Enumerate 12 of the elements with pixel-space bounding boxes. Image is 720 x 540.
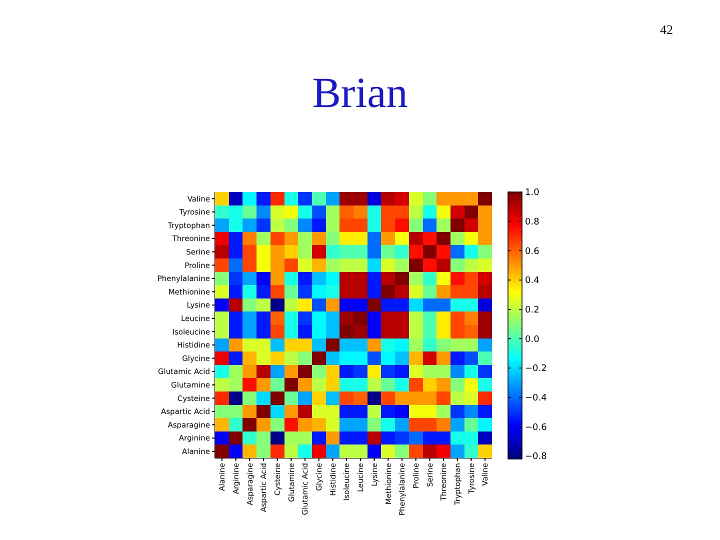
chart-title: Brian [312, 70, 408, 117]
color-bar-label: −0.8 [525, 452, 548, 462]
color-bar-label: 0.6 [525, 246, 540, 257]
color-bar-label: −0.4 [525, 394, 548, 404]
color-bar-label: 0.4 [525, 276, 540, 286]
color-bar-label: 0.2 [525, 306, 540, 316]
color-bar-label: 0.8 [525, 217, 540, 228]
color-bar-label: −0.6 [525, 422, 548, 433]
color-bar-label: 1.0 [525, 188, 540, 198]
text: 42 [660, 22, 673, 38]
color-bar-label: 0.0 [525, 334, 540, 345]
color-bar-label: −0.2 [525, 364, 547, 374]
